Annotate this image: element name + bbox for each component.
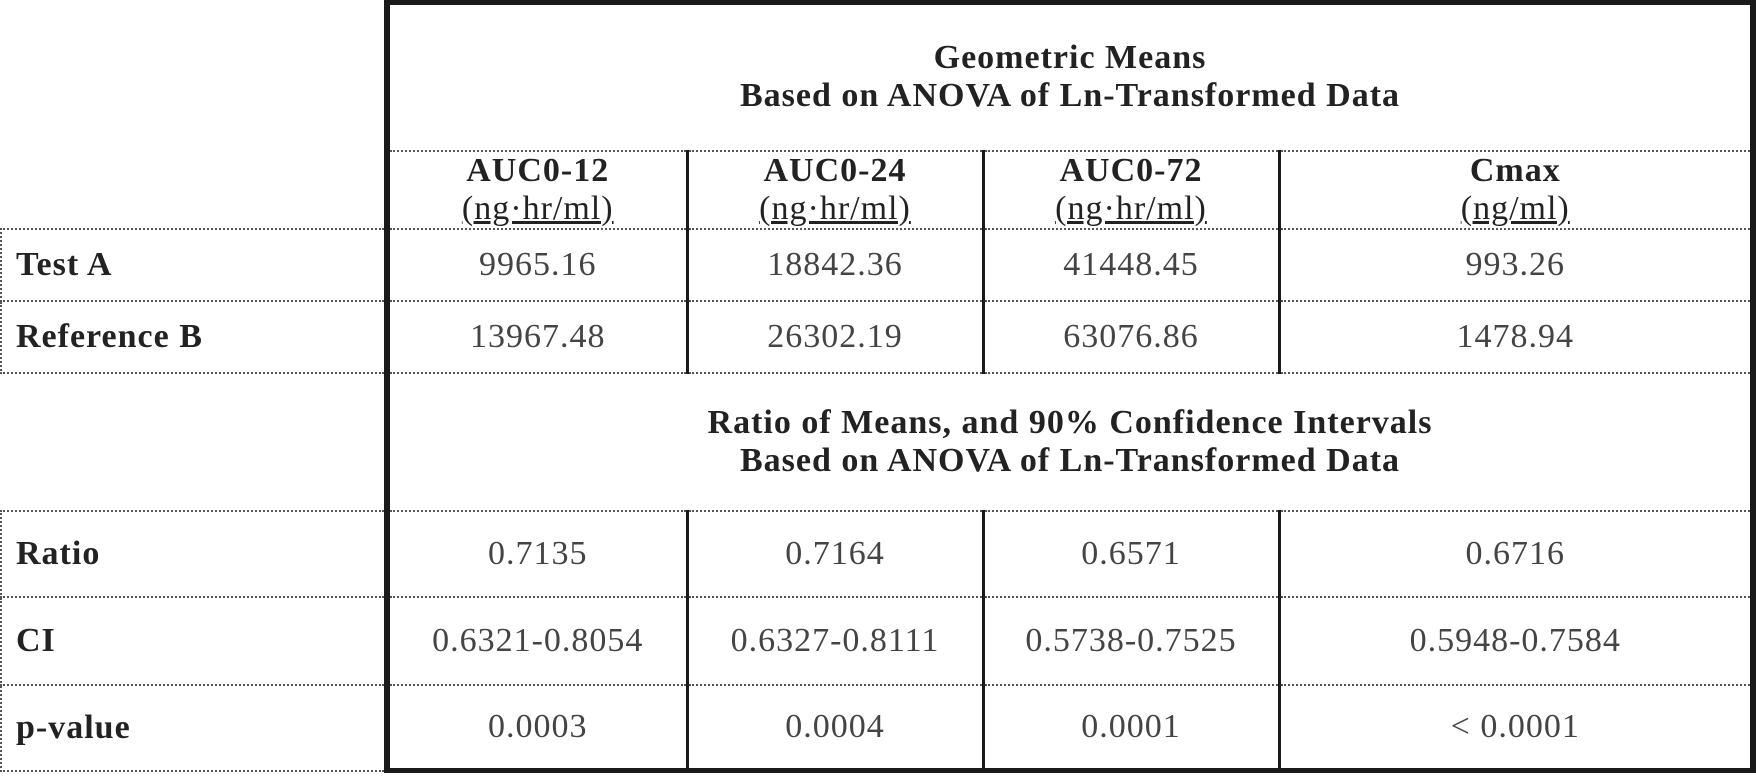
value-cell: 26302.19	[685, 299, 984, 374]
column-unit: (ng·hr/ml)	[759, 189, 911, 227]
value-cell: 0.6327-0.8111	[685, 595, 984, 686]
table-row: Test A 9965.16 18842.36 41448.45 993.26	[0, 227, 1756, 302]
geometric-means-header-row: Geometric Means Based on ANOVA of Ln-Tra…	[1, 0, 1756, 152]
value-cell: 0.6571	[981, 509, 1280, 598]
row-label-reference-b: Reference B	[0, 299, 388, 374]
geometric-means-heading: Geometric Means Based on ANOVA of Ln-Tra…	[383, 0, 1756, 152]
ratio-of-means-subtitle: Based on ANOVA of Ln-Transformed Data	[739, 441, 1401, 479]
row-label-test-a: Test A	[0, 227, 388, 302]
value-cell: 0.5738-0.7525	[981, 595, 1280, 686]
empty-header-cell	[1, 151, 387, 229]
column-unit: (ng/ml)	[1460, 189, 1570, 227]
value-cell: 13967.48	[384, 299, 688, 374]
column-header-cmax: Cmax (ng/ml)	[1277, 149, 1756, 230]
value-cell: 0.7135	[384, 509, 688, 598]
value-cell: 9965.16	[384, 227, 688, 302]
value-cell: 993.26	[1277, 227, 1756, 302]
empty-corner-cell	[1, 3, 387, 151]
value-cell: 41448.45	[981, 227, 1280, 302]
column-name: AUC0-72	[1059, 151, 1203, 189]
value-cell: 0.0004	[685, 683, 984, 773]
value-cell: 0.6321-0.8054	[384, 595, 688, 686]
value-cell: 0.0001	[981, 683, 1280, 773]
table-row: Ratio 0.7135 0.7164 0.6571 0.6716	[0, 509, 1756, 598]
column-header-row: AUC0-12 (ng·hr/ml) AUC0-24 (ng·hr/ml) AU…	[1, 149, 1756, 230]
value-cell: < 0.0001	[1277, 683, 1756, 773]
value-cell: 0.5948-0.7584	[1277, 595, 1756, 686]
value-cell: 63076.86	[981, 299, 1280, 374]
column-name: AUC0-24	[763, 151, 907, 189]
ratio-header-row: Ratio of Means, and 90% Confidence Inter…	[1, 371, 1756, 512]
column-unit: (ng·hr/ml)	[461, 189, 614, 227]
table-row: CI 0.6321-0.8054 0.6327-0.8111 0.5738-0.…	[0, 595, 1756, 686]
column-unit: (ng·hr/ml)	[1055, 189, 1207, 227]
column-header-auc0-72: AUC0-72 (ng·hr/ml)	[981, 149, 1280, 230]
table-row: p-value 0.0003 0.0004 0.0001 < 0.0001	[0, 683, 1756, 773]
value-cell: 18842.36	[685, 227, 984, 302]
column-name: AUC0-12	[466, 151, 610, 189]
row-label-ci: CI	[0, 595, 388, 686]
table-row: Reference B 13967.48 26302.19 63076.86 1…	[0, 299, 1756, 374]
column-name: Cmax	[1469, 151, 1561, 189]
value-cell: 0.6716	[1277, 509, 1756, 598]
ratio-of-means-title: Ratio of Means, and 90% Confidence Inter…	[707, 403, 1433, 441]
row-label-p-value: p-value	[0, 683, 388, 772]
value-cell: 1478.94	[1277, 299, 1756, 374]
row-label-ratio: Ratio	[0, 509, 388, 598]
value-cell: 0.7164	[685, 509, 984, 598]
geometric-means-title: Geometric Means	[933, 39, 1207, 77]
column-header-auc0-24: AUC0-24 (ng·hr/ml)	[685, 149, 984, 230]
value-cell: 0.0003	[384, 683, 688, 773]
ratio-of-means-heading: Ratio of Means, and 90% Confidence Inter…	[383, 371, 1756, 512]
geometric-means-subtitle: Based on ANOVA of Ln-Transformed Data	[739, 77, 1401, 115]
column-header-auc0-12: AUC0-12 (ng·hr/ml)	[384, 149, 688, 230]
empty-section-cell	[1, 373, 387, 511]
